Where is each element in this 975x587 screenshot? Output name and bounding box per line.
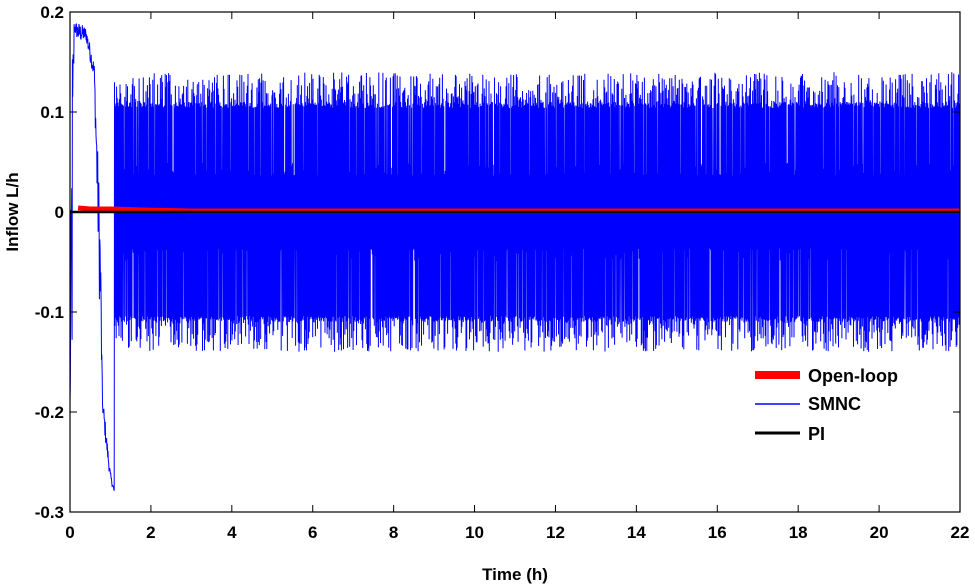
y-tick-label: -0.2 — [35, 403, 64, 422]
x-tick-label: 10 — [465, 523, 484, 542]
x-tick-label: 14 — [627, 523, 646, 542]
x-tick-label: 16 — [708, 523, 727, 542]
plot-frame — [69, 11, 961, 513]
y-tick-label: 0.1 — [40, 103, 64, 122]
x-tick-label: 12 — [546, 523, 565, 542]
legend-label-smnc: SMNC — [808, 394, 861, 414]
series-layer — [69, 22, 961, 491]
y-axis-title: Inflow L/h — [3, 172, 22, 251]
x-tick-label: 20 — [870, 523, 889, 542]
series-smnc-line — [69, 22, 961, 491]
x-tick-label: 22 — [951, 523, 970, 542]
x-tick-label: 4 — [227, 523, 237, 542]
y-tick-label: 0.2 — [40, 3, 64, 22]
x-tick-label: 18 — [789, 523, 808, 542]
y-tick-label: 0 — [55, 203, 64, 222]
legend-label-pi: PI — [808, 424, 825, 444]
y-tick-label: -0.3 — [35, 503, 64, 522]
y-tick-label: -0.1 — [35, 303, 64, 322]
legend: Open-loop SMNC PI — [755, 366, 898, 444]
x-axis-title: Time (h) — [482, 565, 548, 584]
x-tick-label: 8 — [389, 523, 398, 542]
legend-label-open-loop: Open-loop — [808, 366, 898, 386]
legend-swatch-open-loop — [755, 371, 800, 379]
x-tick-label: 2 — [146, 523, 155, 542]
tick-layer: 0 2 4 6 8 10 12 14 16 18 20 22 -0.3 -0.2 -0.1 0 0.1 0.2 — [35, 3, 970, 542]
x-tick-label: 6 — [308, 523, 317, 542]
x-tick-label: 0 — [65, 523, 74, 542]
